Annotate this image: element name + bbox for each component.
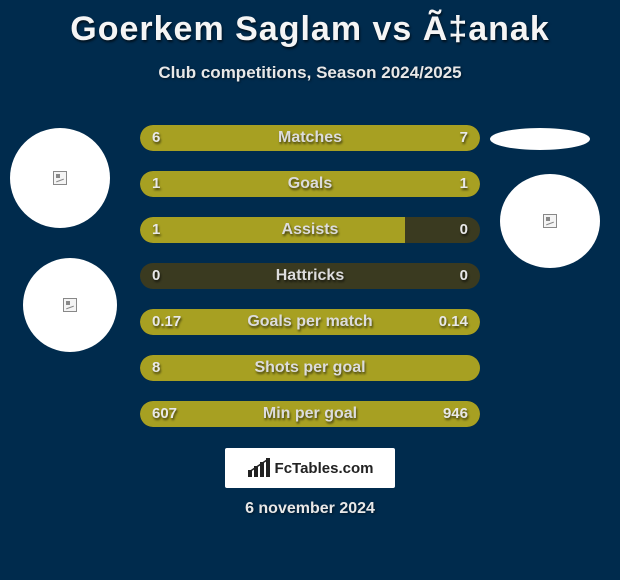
stat-bar-right bbox=[296, 125, 480, 151]
stat-value-left: 0 bbox=[152, 263, 160, 289]
brand-text: FcTables.com bbox=[275, 460, 374, 477]
stat-row: 0.170.14Goals per match bbox=[140, 309, 480, 335]
stat-bar-left bbox=[140, 217, 405, 243]
player-left-avatar-large bbox=[10, 128, 110, 228]
stat-value-left: 607 bbox=[152, 401, 177, 427]
stat-value-left: 6 bbox=[152, 125, 160, 151]
stat-row: 0 0Hattricks bbox=[140, 263, 480, 289]
brand-badge: FcTables.com bbox=[225, 448, 395, 488]
broken-image-icon bbox=[63, 298, 77, 312]
stat-bar-left bbox=[140, 125, 296, 151]
stat-bar-left bbox=[140, 355, 480, 381]
stat-value-right: 946 bbox=[443, 401, 468, 427]
stat-value-right: 1 bbox=[460, 171, 468, 197]
stat-bar-left bbox=[140, 171, 310, 197]
stat-row: 607946Min per goal bbox=[140, 401, 480, 427]
stats-comparison: 67Matches11Goals10Assists00Hattricks0.17… bbox=[140, 125, 480, 447]
stat-row: 67Matches bbox=[140, 125, 480, 151]
broken-image-icon bbox=[53, 171, 67, 185]
stat-value-right: 0 bbox=[460, 217, 468, 243]
stat-value-left: 1 bbox=[152, 171, 160, 197]
broken-image-icon bbox=[543, 214, 557, 228]
stat-value-right: 7 bbox=[460, 125, 468, 151]
player-right-ellipse bbox=[490, 128, 590, 150]
date-text: 6 november 2024 bbox=[0, 500, 620, 518]
stat-bar-right bbox=[310, 171, 480, 197]
player-left-avatar-small bbox=[23, 258, 117, 352]
stat-value-left: 8 bbox=[152, 355, 160, 381]
stat-value-left: 1 bbox=[152, 217, 160, 243]
page-title: Goerkem Saglam vs Ã‡anak bbox=[0, 0, 620, 49]
stat-value-right: 0 bbox=[460, 263, 468, 289]
page-subtitle: Club competitions, Season 2024/2025 bbox=[0, 63, 620, 83]
player-right-avatar-large bbox=[500, 174, 600, 268]
stat-row: 11Goals bbox=[140, 171, 480, 197]
stat-value-right: 0.14 bbox=[439, 309, 468, 335]
stat-value-left: 0.17 bbox=[152, 309, 181, 335]
stat-row: 8Shots per goal bbox=[140, 355, 480, 381]
stat-row: 10Assists bbox=[140, 217, 480, 243]
stat-label: Hattricks bbox=[140, 263, 480, 289]
chart-icon bbox=[247, 458, 271, 478]
